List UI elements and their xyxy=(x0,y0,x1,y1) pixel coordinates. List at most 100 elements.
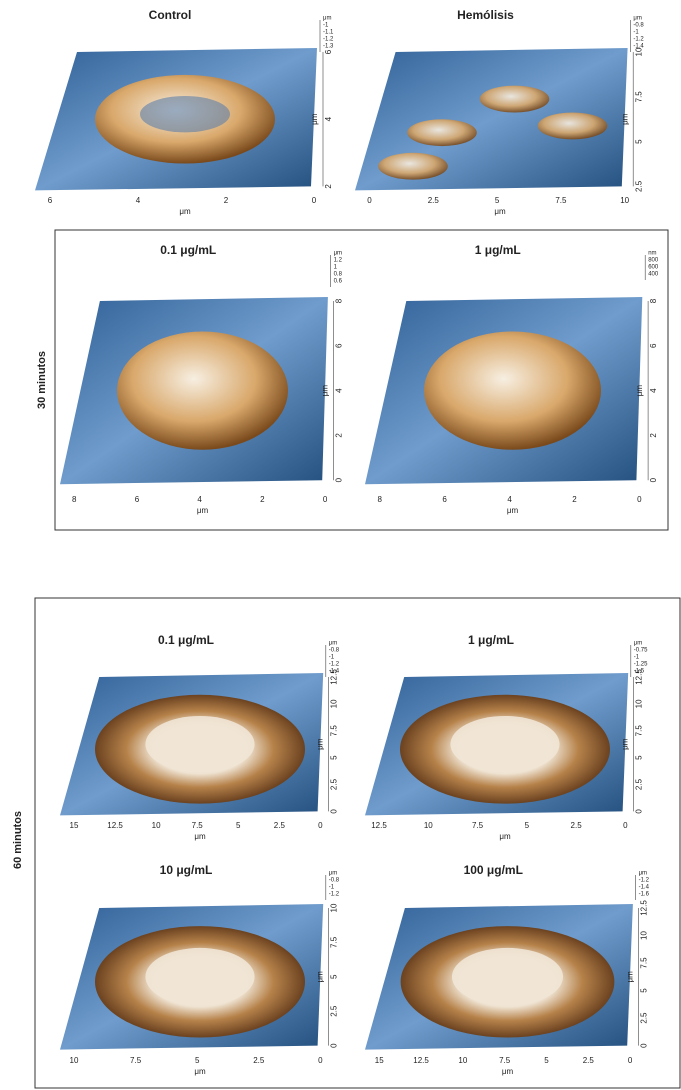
z-tick-label: -1 xyxy=(323,23,329,29)
y-tick-label: 10 xyxy=(639,931,648,940)
z-tick-label: 0.8 xyxy=(334,272,343,278)
y-tick-label: 2.5 xyxy=(639,1012,648,1024)
cell xyxy=(450,716,559,772)
y-tick-label: 6 xyxy=(334,343,343,348)
z-unit: μm xyxy=(329,641,337,647)
z-unit: nm xyxy=(648,251,656,257)
z-unit: μm xyxy=(634,641,642,647)
blob xyxy=(407,119,477,146)
y-tick-label: 6 xyxy=(324,49,333,54)
y-unit: μm xyxy=(316,738,325,750)
x-unit: μm xyxy=(197,506,209,515)
y-tick-label: 2 xyxy=(324,184,333,189)
panel-title: 0.1 μg/mL xyxy=(158,633,214,647)
z-unit: μm xyxy=(334,251,342,257)
y-unit: μm xyxy=(621,738,630,750)
z-tick-label: -1.6 xyxy=(639,892,650,898)
y-tick-label: 2 xyxy=(334,433,343,438)
z-tick-label: -1.2 xyxy=(323,37,334,43)
x-tick-label: 6 xyxy=(48,196,53,205)
y-tick-label: 4 xyxy=(649,388,658,393)
x-tick-label: 2 xyxy=(224,196,229,205)
x-tick-label: 6 xyxy=(135,495,140,504)
y-tick-label: 0 xyxy=(330,1043,339,1048)
x-tick-label: 6 xyxy=(442,495,447,504)
y-tick-label: 0 xyxy=(330,809,339,814)
x-tick-label: 2.5 xyxy=(583,1056,595,1065)
figure: 30 minutos 60 minutos Control6420μm246μm… xyxy=(0,0,681,1090)
y-tick-label: 2 xyxy=(649,433,658,438)
x-tick-label: 5 xyxy=(195,1056,200,1065)
z-tick-label: -1.4 xyxy=(633,44,644,50)
z-unit: μm xyxy=(633,16,641,22)
x-tick-label: 4 xyxy=(507,495,512,504)
y-tick-label: 10 xyxy=(635,699,644,708)
x-tick-label: 15 xyxy=(375,1056,384,1065)
x-tick-label: 2 xyxy=(260,495,265,504)
z-tick-label: 800 xyxy=(648,258,659,264)
z-unit: μm xyxy=(323,16,331,22)
z-tick-label: -1 xyxy=(329,885,335,891)
x-tick-label: 10 xyxy=(458,1056,467,1065)
x-tick-label: 4 xyxy=(136,196,141,205)
x-tick-label: 0 xyxy=(318,821,323,830)
z-tick-label: -1.2 xyxy=(639,878,650,884)
y-tick-label: 2.5 xyxy=(634,180,643,192)
y-unit: μm xyxy=(625,971,634,983)
x-tick-label: 0 xyxy=(318,1056,323,1065)
y-tick-label: 10 xyxy=(330,699,339,708)
x-tick-label: 7.5 xyxy=(192,821,204,830)
y-tick-label: 2.5 xyxy=(330,778,339,790)
y-tick-label: 0 xyxy=(635,809,644,814)
panel-title: Hemólisis xyxy=(457,8,514,22)
blob xyxy=(480,86,550,113)
x-tick-label: 0 xyxy=(323,495,328,504)
y-tick-label: 5 xyxy=(635,755,644,760)
z-tick-label: -1.1 xyxy=(323,30,334,36)
x-unit: μm xyxy=(194,1067,206,1076)
panel-title: Control xyxy=(149,8,192,22)
z-tick-label: -0.8 xyxy=(633,23,644,29)
z-tick-label: -1 xyxy=(329,655,335,661)
blob xyxy=(538,112,608,139)
z-tick-label: -1.2 xyxy=(329,662,340,668)
y-tick-label: 4 xyxy=(324,116,333,121)
x-tick-label: 5 xyxy=(495,196,500,205)
z-tick-label: -1.2 xyxy=(329,892,340,898)
x-tick-label: 10 xyxy=(424,821,433,830)
x-tick-label: 15 xyxy=(70,821,79,830)
z-unit: μm xyxy=(329,871,337,877)
blob xyxy=(378,153,448,180)
y-tick-label: 5 xyxy=(639,988,648,993)
z-tick-label: -0.75 xyxy=(634,648,648,654)
x-tick-label: 12.5 xyxy=(107,821,123,830)
y-tick-label: 8 xyxy=(334,298,343,303)
y-tick-label: 7.5 xyxy=(635,725,644,737)
panel-title: 10 μg/mL xyxy=(160,863,213,877)
y-tick-label: 5 xyxy=(330,755,339,760)
x-tick-label: 12.5 xyxy=(413,1056,429,1065)
y-tick-label: 0 xyxy=(639,1043,648,1048)
x-tick-label: 0 xyxy=(637,495,642,504)
x-tick-label: 4 xyxy=(197,495,202,504)
y-unit: μm xyxy=(620,113,629,125)
x-unit: μm xyxy=(499,832,511,841)
x-tick-label: 8 xyxy=(378,495,383,504)
z-tick-label: -1 xyxy=(633,30,639,36)
x-unit: μm xyxy=(494,207,506,216)
panel-title: 100 μg/mL xyxy=(464,863,523,877)
z-tick-label: -1.4 xyxy=(329,669,340,675)
z-tick-label: 1.2 xyxy=(334,258,343,264)
y-tick-label: 7.5 xyxy=(639,957,648,969)
z-unit: μm xyxy=(639,871,647,877)
x-tick-label: 5 xyxy=(236,821,241,830)
x-tick-label: 7.5 xyxy=(499,1056,511,1065)
cell xyxy=(145,716,254,772)
x-unit: μm xyxy=(502,1067,514,1076)
y-tick-label: 7.5 xyxy=(330,725,339,737)
x-tick-label: 10 xyxy=(152,821,161,830)
